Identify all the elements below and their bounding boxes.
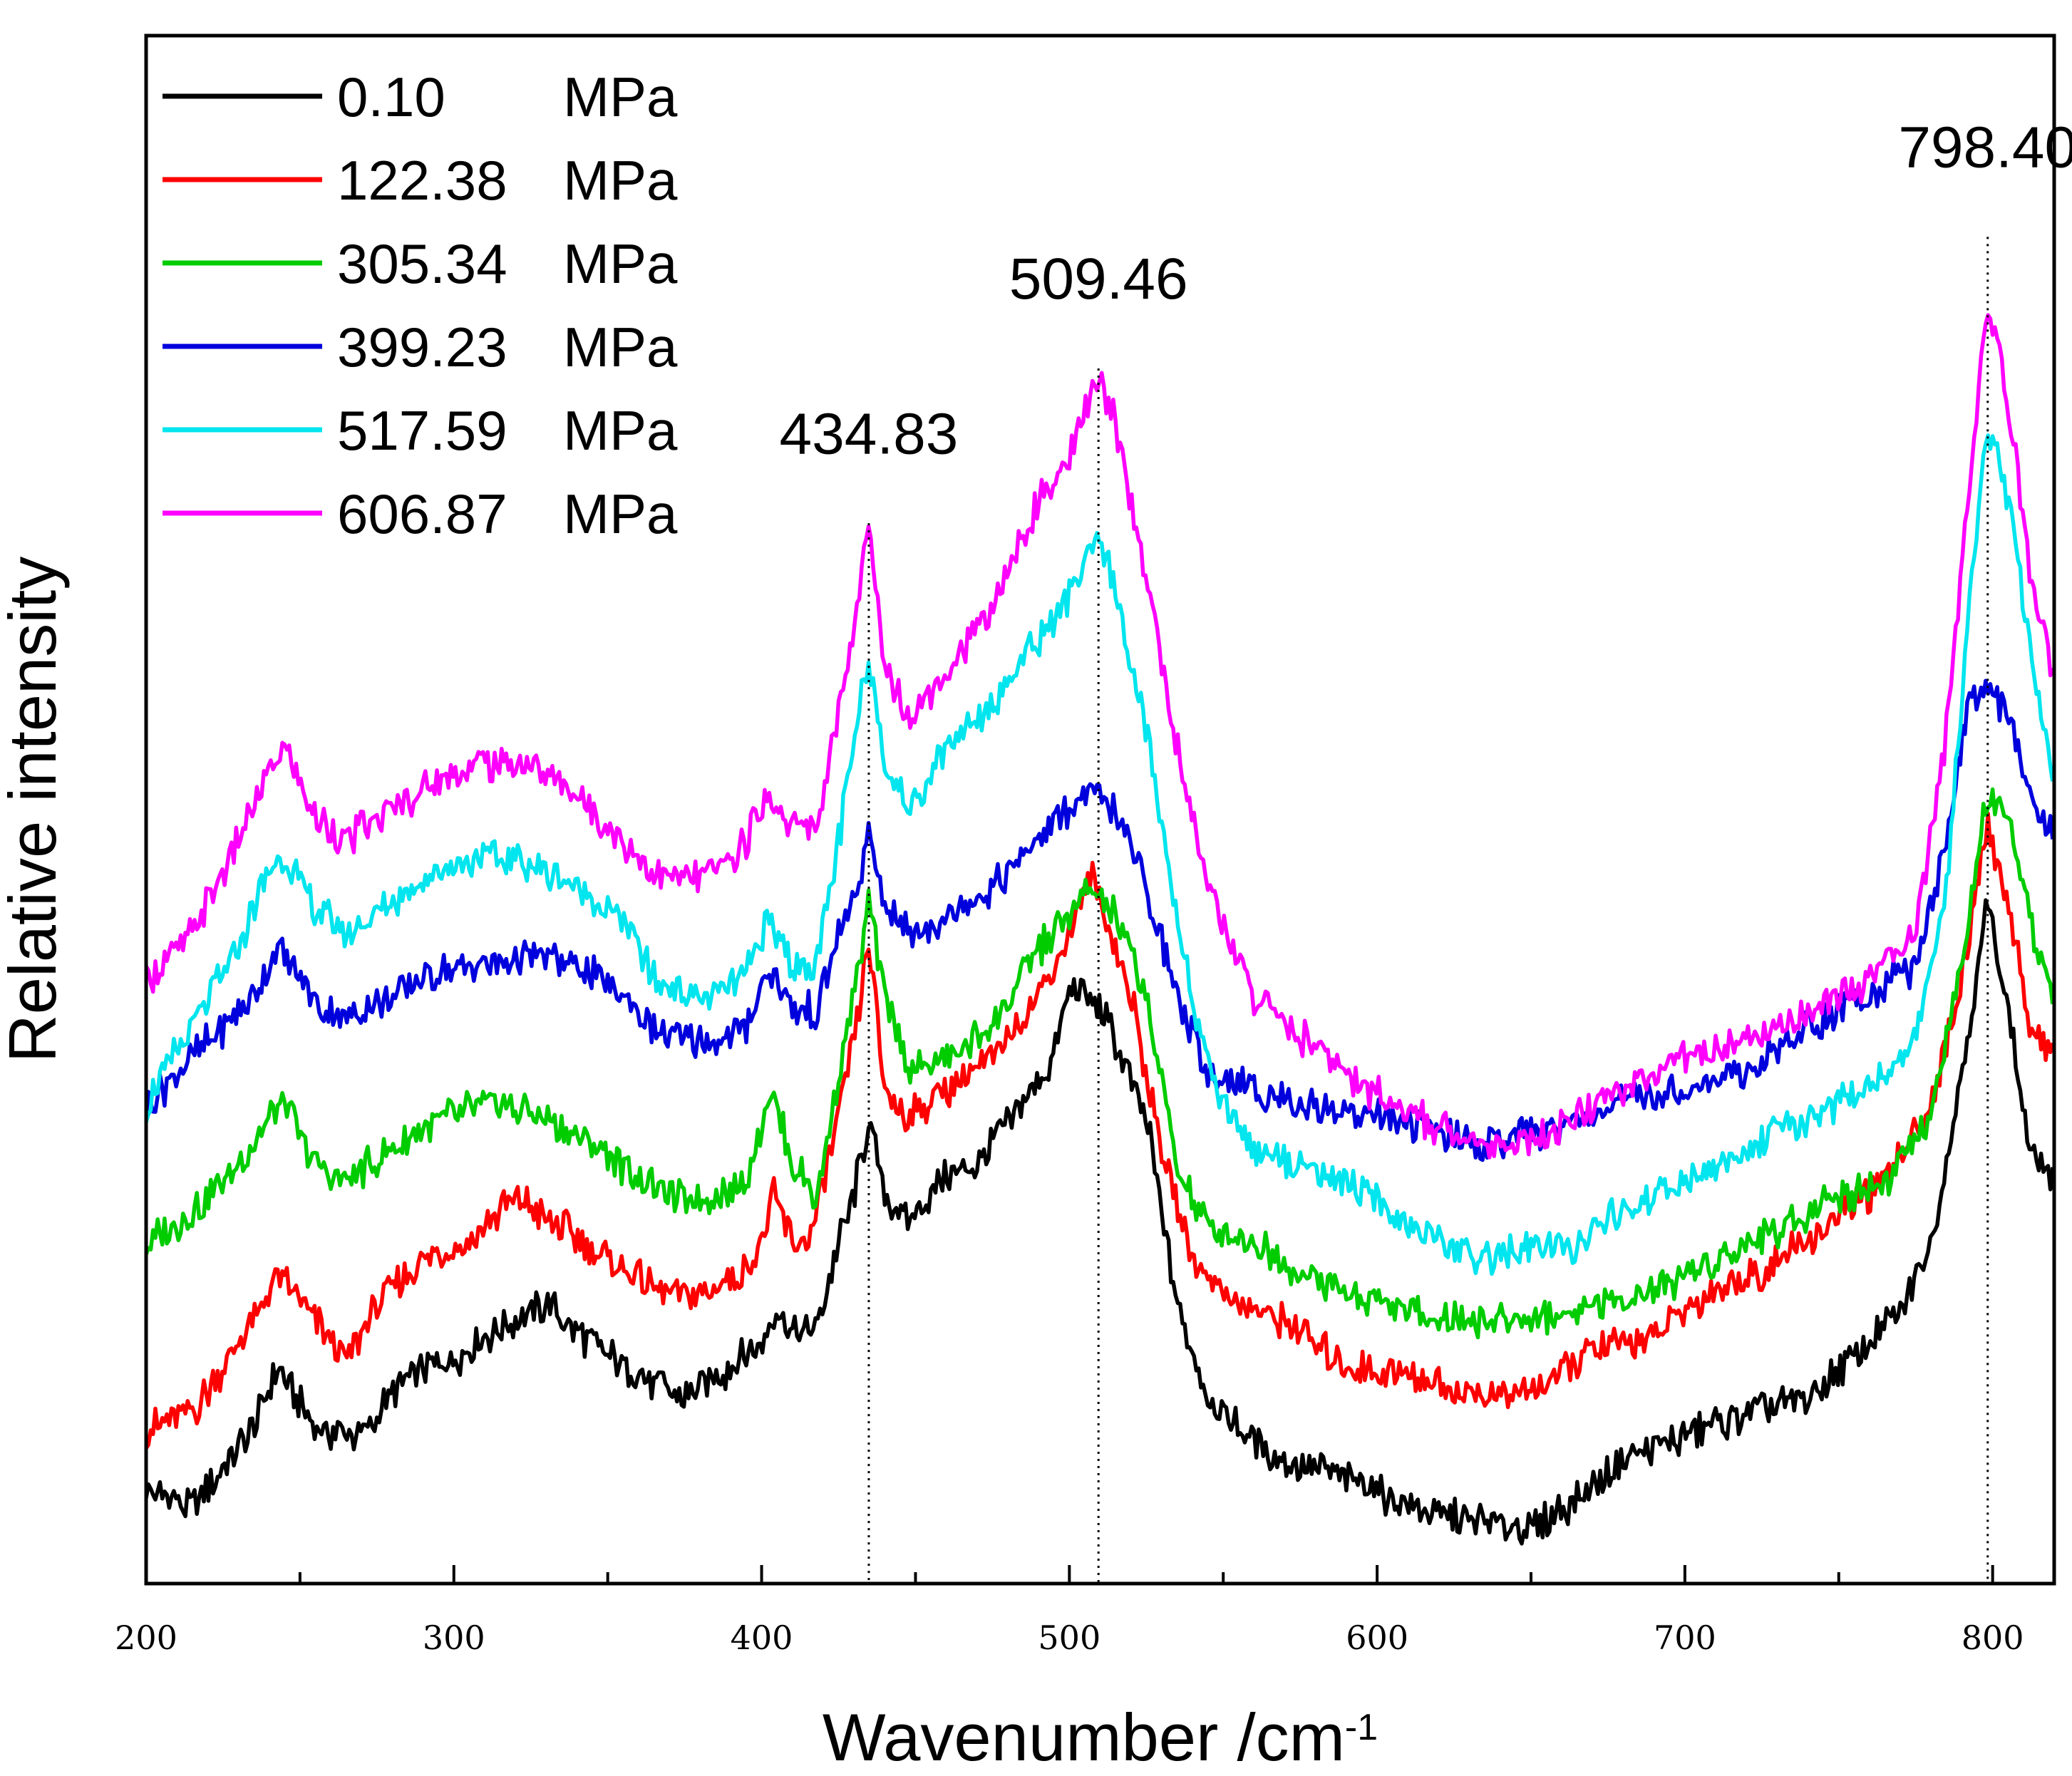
legend-unit: MPa <box>563 316 678 378</box>
legend-value: 517.59 <box>337 399 507 462</box>
legend-value: 399.23 <box>337 316 507 378</box>
legend-value: 0.10 <box>337 66 445 128</box>
legend-unit: MPa <box>563 149 678 212</box>
legend-item: 606.87 MPa <box>163 482 678 545</box>
legend-item: 399.23 MPa <box>163 316 678 378</box>
peak-label: 798.40 <box>1898 115 2072 180</box>
peak-label: 434.83 <box>780 401 959 466</box>
y-axis-title: Relative intensity <box>0 557 70 1063</box>
x-axis-ticks: 200 300 400 500 600 700 800 <box>115 1565 2024 1657</box>
legend-item: 122.38 MPa <box>163 149 678 212</box>
legend-unit: MPa <box>563 482 678 545</box>
series-line-606-87 <box>146 313 2054 1160</box>
peak-label: 509.46 <box>1009 247 1188 311</box>
series-line-122-38 <box>146 812 2054 1450</box>
x-tick-label: 400 <box>731 1618 793 1657</box>
plot-frame <box>144 33 2056 1586</box>
peak-annotations: 434.83 509.46 798.40 <box>780 115 2072 467</box>
x-tick-label: 600 <box>1346 1618 1408 1657</box>
x-tick-label: 300 <box>423 1618 485 1657</box>
legend-unit: MPa <box>563 66 678 128</box>
x-tick-label: 200 <box>115 1618 177 1657</box>
legend-value: 122.38 <box>337 149 507 212</box>
legend-value: 305.34 <box>337 232 507 295</box>
x-axis-title: Wavenumber /cm-1 <box>823 1700 1378 1775</box>
series-line-517-59 <box>146 433 2054 1276</box>
x-tick-label: 500 <box>1038 1618 1101 1657</box>
reference-lines-layer <box>867 237 1989 1584</box>
series-line-0-10 <box>146 898 2054 1546</box>
legend-item: 0.10 MPa <box>163 66 678 128</box>
legend-unit: MPa <box>563 232 678 295</box>
legend-unit: MPa <box>563 399 678 462</box>
series-line-399-23 <box>146 678 2054 1162</box>
x-axis-title-main: Wavenumber /cm <box>823 1700 1345 1775</box>
legend-item: 517.59 MPa <box>163 399 678 462</box>
x-tick-label: 800 <box>1962 1618 2024 1657</box>
x-axis-title-superscript: -1 <box>1345 1707 1378 1748</box>
x-tick-label: 700 <box>1654 1618 1716 1657</box>
legend-value: 606.87 <box>337 482 507 545</box>
legend-item: 305.34 MPa <box>163 232 678 295</box>
